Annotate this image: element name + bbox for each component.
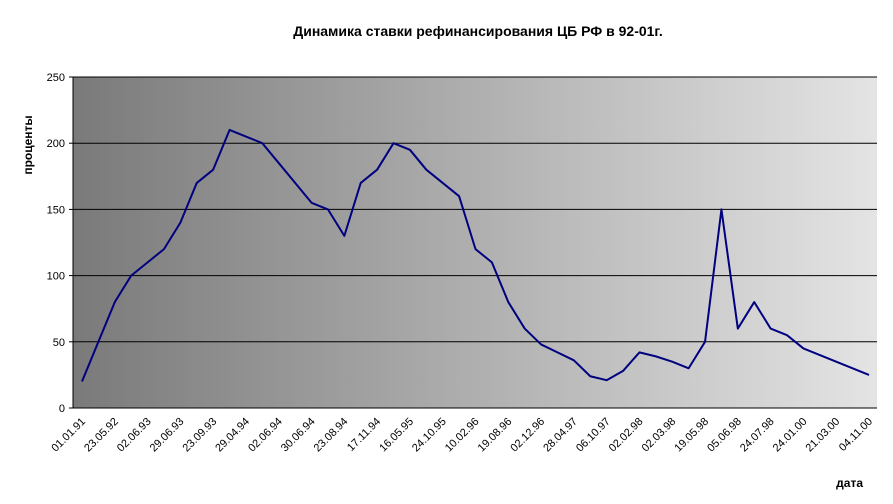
x-tick-label: 19.08.96: [476, 416, 515, 455]
y-tick-label: 200: [47, 138, 65, 150]
x-tick-label: 24.10.95: [410, 416, 449, 455]
x-tick-label: 05.06.98: [705, 416, 744, 455]
y-tick-label: 50: [53, 337, 65, 349]
y-tick-label: 150: [47, 204, 65, 216]
x-tick-label: 02.06.93: [115, 416, 154, 455]
x-tick-label: 02.02.98: [607, 416, 646, 455]
y-axis-label: проценты: [21, 115, 35, 174]
x-tick-label: 28.04.97: [541, 416, 580, 455]
x-tick-label: 24.01.00: [771, 416, 810, 455]
x-tick-label: 29.04.94: [213, 416, 252, 455]
x-tick-label: 24.07.98: [738, 416, 777, 455]
x-tick-label: 29.06.93: [148, 416, 187, 455]
x-tick-label: 17.11.94: [345, 416, 383, 454]
plot-area: [73, 77, 877, 408]
x-tick-label: 02.12.96: [508, 416, 547, 455]
chart-title: Динамика ставки рефинансирования ЦБ РФ в…: [293, 23, 663, 39]
x-axis-label: дата: [836, 476, 863, 490]
y-tick-label: 250: [47, 72, 65, 84]
y-tick-label: 100: [47, 271, 65, 283]
x-tick-label: 21.03.00: [804, 416, 843, 455]
x-tick-label: 23.08.94: [312, 416, 351, 455]
x-tick-label: 16.05.95: [377, 416, 416, 455]
y-tick-label: 0: [59, 403, 65, 415]
x-tick-label: 02.03.98: [640, 416, 679, 455]
x-tick-label: 19.05.98: [672, 416, 711, 455]
x-tick-label: 02.06.94: [246, 416, 285, 455]
x-tick-label: 01.01.91: [49, 416, 88, 455]
x-tick-label: 23.09.93: [181, 416, 220, 455]
x-tick-label: 06.10.97: [574, 416, 613, 455]
x-tick-label: 30.06.94: [279, 416, 318, 455]
x-tick-label: 23.05.92: [82, 416, 121, 455]
x-tick-label: 10.02.96: [443, 416, 482, 455]
x-tick-label: 04.11.00: [837, 416, 875, 454]
data-line: [81, 128, 870, 382]
